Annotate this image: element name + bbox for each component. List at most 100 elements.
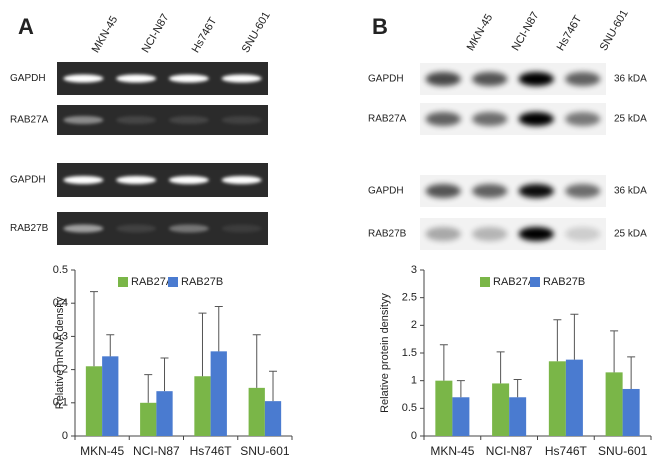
lane-label: Hs746T [555, 13, 585, 53]
band [221, 224, 262, 233]
band [565, 72, 601, 86]
panel-label: A [18, 14, 34, 39]
band [425, 184, 461, 198]
band [168, 176, 209, 184]
error-bar [144, 374, 153, 403]
row-label: RAB27A [10, 115, 49, 126]
band [168, 116, 209, 124]
y-axis-label: Relative protein densityy [379, 293, 391, 413]
band [116, 74, 157, 83]
x-tick-label: NCI-N87 [133, 444, 180, 458]
y-tick-label: 0.2 [53, 364, 68, 376]
error-bar [513, 379, 522, 398]
bar [102, 356, 119, 436]
bar [264, 401, 282, 436]
size-label: 36 kDA [614, 74, 647, 85]
band [116, 176, 157, 184]
error-bar [89, 291, 98, 367]
bar [509, 397, 527, 436]
row-label: RAB27B [368, 229, 407, 240]
error-bar [610, 330, 619, 373]
legend-label: RAB27B [181, 276, 223, 288]
y-tick-label: 0.5 [53, 264, 68, 276]
lane-label: NCI-N87 [510, 10, 542, 53]
error-bar [570, 313, 579, 360]
legend-swatch [118, 277, 128, 287]
y-tick-label: 0 [411, 430, 417, 442]
bar [452, 397, 470, 436]
band [425, 227, 461, 241]
bar [140, 402, 157, 436]
legend-label: RAB27B [543, 276, 585, 288]
row-label: RAB27A [368, 114, 407, 125]
band [565, 184, 601, 198]
lane-label: MKN-45 [465, 12, 496, 53]
band [63, 224, 104, 233]
panel-label: B [372, 14, 388, 39]
row-label: GAPDH [10, 175, 46, 186]
error-bar [439, 344, 448, 381]
bar [248, 387, 265, 436]
band [168, 224, 209, 233]
legend-label: RAB27A [131, 276, 174, 288]
bar [492, 383, 510, 436]
band [472, 72, 508, 86]
row-label: GAPDH [368, 186, 404, 197]
x-tick-label: MKN-45 [80, 444, 124, 458]
legend-label: RAB27A [493, 276, 536, 288]
size-label: 25 kDA [614, 114, 647, 125]
bar [435, 380, 453, 436]
band [472, 112, 508, 126]
bar [194, 376, 211, 436]
y-axis-label: Relative mRNA density [54, 296, 66, 409]
band [116, 116, 157, 124]
bar [156, 391, 173, 436]
error-bar [198, 312, 207, 377]
row-label: GAPDH [368, 74, 404, 85]
band [518, 184, 554, 198]
y-tick-label: 0 [62, 430, 68, 442]
y-tick-label: 2.5 [402, 292, 417, 304]
y-tick-label: 0.1 [53, 397, 68, 409]
error-bar [496, 351, 505, 384]
size-label: 25 kDA [614, 229, 647, 240]
error-bar [269, 370, 278, 402]
bar [605, 372, 623, 436]
x-tick-label: Hs746T [190, 444, 233, 458]
band [221, 116, 262, 124]
band [63, 74, 104, 83]
error-bar [252, 334, 261, 388]
error-bar [456, 380, 465, 398]
band [425, 72, 461, 86]
band [565, 112, 601, 126]
lane-label: SNU-601 [240, 10, 273, 55]
band [63, 176, 104, 184]
legend-swatch [480, 277, 490, 287]
y-tick-label: 0.3 [53, 330, 68, 342]
x-tick-label: SNU-601 [240, 444, 290, 458]
x-tick-label: NCI-N87 [486, 444, 533, 458]
band [518, 72, 554, 86]
row-label: RAB27B [10, 223, 49, 234]
band [116, 224, 157, 233]
bar [85, 366, 103, 436]
error-bar [106, 334, 115, 357]
y-tick-label: 0.4 [53, 297, 68, 309]
bar [622, 388, 640, 436]
band [472, 184, 508, 198]
legend-swatch [168, 277, 178, 287]
band [221, 74, 262, 83]
y-tick-label: 1 [411, 375, 417, 387]
error-bar [553, 319, 562, 362]
y-tick-label: 3 [411, 264, 417, 276]
size-label: 36 kDA [614, 186, 647, 197]
y-tick-label: 0.5 [402, 402, 417, 414]
lane-label: Hs746T [190, 15, 220, 55]
x-tick-label: SNU-601 [598, 444, 648, 458]
bar [565, 359, 583, 436]
band [63, 116, 104, 124]
x-tick-label: MKN-45 [430, 444, 474, 458]
row-label: GAPDH [10, 73, 46, 84]
lane-label: MKN-45 [90, 14, 121, 55]
